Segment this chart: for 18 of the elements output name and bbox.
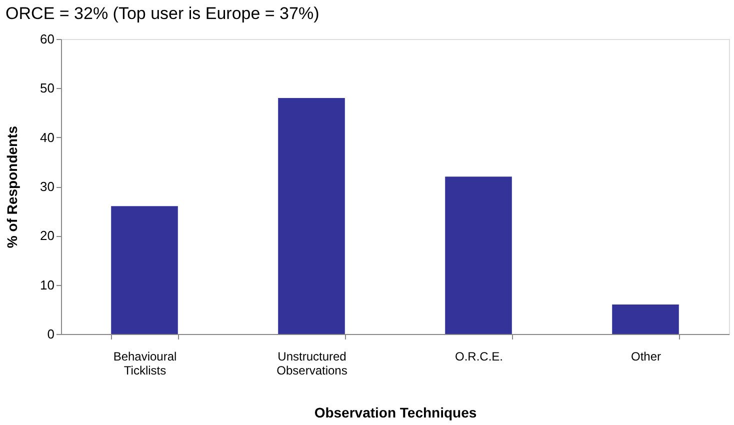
x-tick-label: Behavioural Ticklists — [113, 350, 177, 378]
x-axis-title: Observation Techniques — [314, 404, 477, 420]
x-tick-label: O.R.C.E. — [454, 350, 504, 364]
x-tick-label: Other — [630, 350, 662, 364]
y-tick-label: 0 — [47, 326, 54, 342]
bar — [111, 206, 178, 334]
y-tick-label: 50 — [40, 80, 54, 96]
y-tick-label: 10 — [40, 277, 54, 292]
x-tick-label: Unstructured Observations — [276, 350, 348, 378]
y-tick-label: 60 — [40, 32, 54, 46]
y-tick-label: 30 — [40, 179, 54, 194]
bar — [612, 304, 679, 334]
y-tick-label: 20 — [40, 228, 54, 244]
y-tick-label: 40 — [40, 130, 54, 145]
bar — [278, 98, 345, 334]
chart-title: ORCE = 32% (Top user is Europe = 37%) — [6, 4, 320, 23]
y-axis-title: % of Respondents — [4, 126, 20, 248]
bar — [445, 176, 512, 334]
